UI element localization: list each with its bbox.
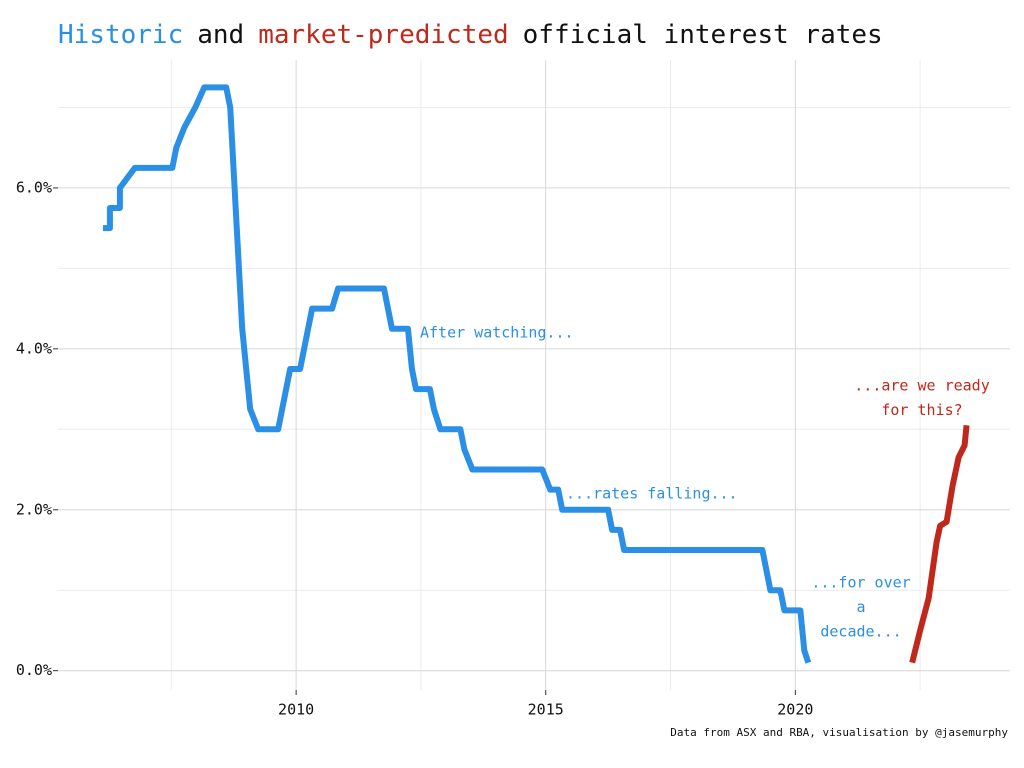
y-tick-label: 0.0% [16, 661, 52, 679]
title-part: official interest rates [523, 20, 883, 50]
annotation: ...for over [811, 574, 910, 592]
series-line [102, 84, 812, 664]
annotation: decade... [820, 623, 901, 641]
source-note: Data from ASX and RBA, visualisation by … [670, 726, 1008, 739]
annotation: ...are we ready [854, 377, 989, 395]
chart-title: Historic and market-predicted official inte… [58, 20, 883, 50]
title-part: market-predicted [258, 20, 508, 50]
x-tick-label: 2015 [528, 701, 564, 719]
annotation: for this? [881, 401, 962, 419]
y-tick-label: 4.0% [16, 339, 52, 357]
x-tick-label: 2010 [278, 701, 314, 719]
y-tick-label: 6.0% [16, 178, 52, 196]
annotation: a [856, 598, 865, 616]
x-tick-label: 2020 [777, 701, 813, 719]
y-tick-label: 2.0% [16, 500, 52, 518]
annotation: ...rates falling... [566, 485, 738, 503]
title-part: Historic [58, 20, 183, 50]
title-part: and [197, 20, 244, 50]
series-line [909, 424, 970, 664]
annotation: After watching... [420, 324, 574, 342]
